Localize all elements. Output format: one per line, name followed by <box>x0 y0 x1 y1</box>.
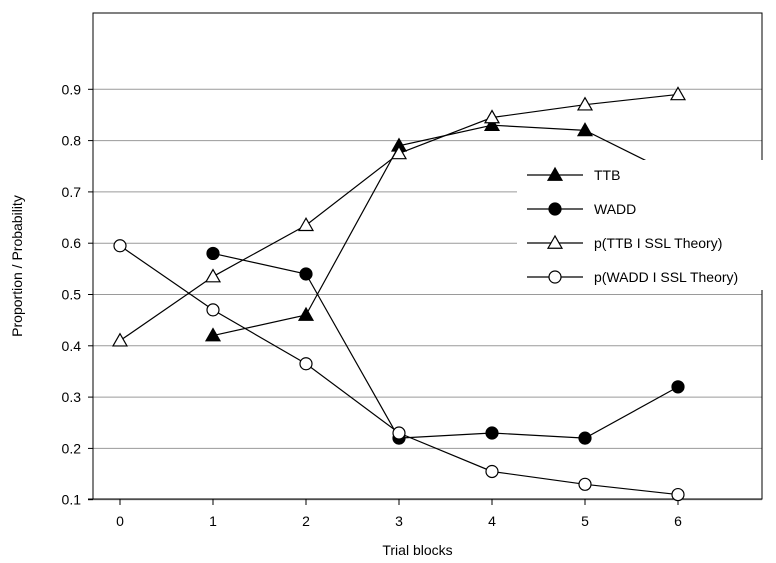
legend-marker <box>546 166 564 181</box>
x-tick-label: 4 <box>488 513 496 529</box>
x-tick-label: 5 <box>581 513 589 529</box>
data-point <box>578 477 592 491</box>
y-tick-label: 0.8 <box>62 133 82 149</box>
data-point <box>297 306 315 321</box>
data-point <box>578 431 592 445</box>
series-layer <box>111 86 687 502</box>
data-point <box>485 426 499 440</box>
x-axis: 0 1 2 3 4 5 6 <box>116 499 682 529</box>
data-point <box>576 122 594 137</box>
x-tick-label: 1 <box>209 513 217 529</box>
data-point <box>485 464 499 479</box>
data-point <box>299 267 313 281</box>
x-tick-label: 6 <box>674 513 682 529</box>
data-point <box>390 145 408 160</box>
data-point <box>204 268 222 283</box>
data-point <box>669 86 687 101</box>
y-axis: 0.1 0.2 0.3 0.4 0.5 0.6 0.7 0.8 0.9 <box>62 81 93 508</box>
x-tick-label: 3 <box>395 513 403 529</box>
y-tick-label: 0.3 <box>62 389 82 405</box>
series-markers <box>111 86 687 502</box>
data-point <box>671 380 685 394</box>
data-point <box>299 357 313 371</box>
y-tick-label: 0.2 <box>62 440 82 456</box>
data-point <box>392 426 406 440</box>
data-point <box>206 303 220 317</box>
data-point <box>206 246 220 261</box>
data-point <box>111 332 129 347</box>
data-point <box>483 109 501 124</box>
data-point <box>576 96 594 111</box>
data-point <box>113 239 127 253</box>
y-tick-label: 0.6 <box>62 235 82 251</box>
legend-marker <box>548 270 562 284</box>
y-tick-label: 0.5 <box>62 287 82 303</box>
x-axis-title: Trial blocks <box>382 542 452 558</box>
x-tick-label: 0 <box>116 513 124 529</box>
y-tick-label: 0.4 <box>62 338 82 354</box>
data-point <box>297 217 315 232</box>
y-tick-label: 0.1 <box>62 492 82 508</box>
y-tick-label: 0.7 <box>62 184 82 200</box>
legend-marker <box>548 202 562 216</box>
legend-label: p(TTB I SSL Theory) <box>594 235 722 251</box>
legend-label: WADD <box>594 201 636 217</box>
legend-label: p(WADD I SSL Theory) <box>594 269 738 285</box>
legend-box <box>517 160 767 290</box>
legend-label: TTB <box>594 167 620 183</box>
data-point <box>671 487 685 502</box>
y-axis-title: Proportion / Probability <box>9 195 25 337</box>
gridlines <box>93 88 762 501</box>
legend: TTB WADD p(TTB I SSL Theory) p(WADD I SSL T… <box>517 160 767 290</box>
y-tick-label: 0.9 <box>62 81 82 97</box>
data-point <box>204 327 222 342</box>
data-point <box>483 117 501 132</box>
x-tick-label: 2 <box>302 513 310 529</box>
series-line <box>212 252 679 439</box>
legend-marker <box>546 234 564 249</box>
